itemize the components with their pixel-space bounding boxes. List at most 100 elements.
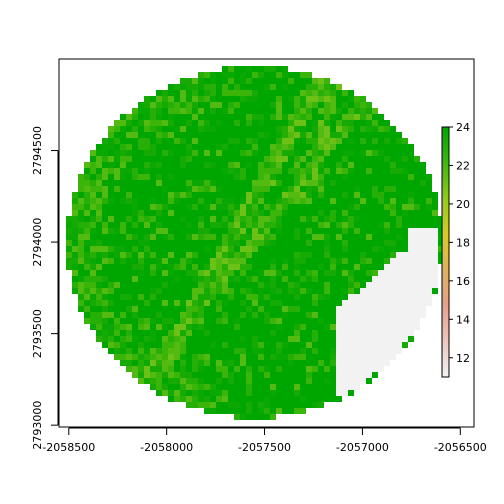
raster-cell (216, 384, 222, 390)
raster-cell (330, 288, 336, 294)
raster-cell (282, 186, 288, 192)
raster-cell (306, 360, 312, 366)
raster-cell (138, 198, 144, 204)
raster-cell (216, 402, 222, 408)
raster-cell (132, 276, 138, 282)
raster-cell (180, 342, 186, 348)
raster-cell (360, 210, 366, 216)
raster-cell (126, 198, 132, 204)
raster-cell (300, 150, 306, 156)
raster-cell (168, 306, 174, 312)
raster-cell (78, 270, 84, 276)
raster-cell (336, 342, 342, 348)
raster-cell (372, 114, 378, 120)
raster-cell (342, 162, 348, 168)
raster-cell (78, 192, 84, 198)
raster-cell (384, 246, 390, 252)
raster-cell (192, 198, 198, 204)
raster-cell (186, 258, 192, 264)
raster-cell (168, 102, 174, 108)
raster-cell (396, 246, 402, 252)
raster-cell (402, 156, 408, 162)
raster-cell (150, 168, 156, 174)
raster-cell (132, 348, 138, 354)
raster-cell (354, 300, 360, 306)
raster-cell (120, 156, 126, 162)
raster-cell (312, 390, 318, 396)
raster-cell (384, 324, 390, 330)
raster-cell (210, 348, 216, 354)
raster-cell (204, 390, 210, 396)
raster-cell (210, 120, 216, 126)
raster-cell (342, 192, 348, 198)
raster-cell (426, 264, 432, 270)
raster-cell (162, 204, 168, 210)
raster-cell (216, 312, 222, 318)
raster-cell (108, 252, 114, 258)
raster-cell (240, 228, 246, 234)
raster-cell (192, 330, 198, 336)
raster-cell (294, 390, 300, 396)
raster-cell (426, 294, 432, 300)
raster-cell (288, 90, 294, 96)
raster-cell (204, 258, 210, 264)
raster-cell (132, 258, 138, 264)
raster-cell (144, 108, 150, 114)
raster-cell (102, 144, 108, 150)
raster-cell (372, 120, 378, 126)
raster-cell (120, 120, 126, 126)
raster-cell (408, 282, 414, 288)
raster-cell (246, 192, 252, 198)
raster-cell (396, 144, 402, 150)
raster-cell (198, 342, 204, 348)
raster-cell (204, 276, 210, 282)
raster-cell (156, 210, 162, 216)
raster-cell (276, 288, 282, 294)
raster-cell (258, 174, 264, 180)
raster-cell (282, 96, 288, 102)
raster-cell (438, 234, 444, 240)
raster-cell (390, 264, 396, 270)
raster-cell (102, 192, 108, 198)
raster-cell (204, 300, 210, 306)
raster-cell (222, 252, 228, 258)
raster-cell (336, 144, 342, 150)
raster-cell (162, 96, 168, 102)
raster-cell (210, 114, 216, 120)
raster-cell (132, 114, 138, 120)
raster-cell (150, 96, 156, 102)
raster-cell (96, 276, 102, 282)
raster-cell (354, 330, 360, 336)
raster-cell (198, 192, 204, 198)
raster-cell (120, 186, 126, 192)
raster-cell (276, 390, 282, 396)
raster-cell (306, 168, 312, 174)
raster-cell (186, 150, 192, 156)
raster-cell (288, 180, 294, 186)
raster-cell (240, 222, 246, 228)
raster-cell (336, 354, 342, 360)
raster-cell (324, 228, 330, 234)
raster-cell (384, 258, 390, 264)
raster-cell (186, 204, 192, 210)
raster-cell (210, 240, 216, 246)
raster-cell (108, 282, 114, 288)
raster-cell (102, 288, 108, 294)
raster-cell (312, 138, 318, 144)
raster-cell (240, 402, 246, 408)
raster-cell (276, 90, 282, 96)
raster-cell (156, 282, 162, 288)
raster-cell (246, 204, 252, 210)
raster-cell (300, 168, 306, 174)
raster-cell (414, 258, 420, 264)
raster-cell (96, 174, 102, 180)
raster-cell (264, 198, 270, 204)
raster-cell (198, 300, 204, 306)
raster-cell (114, 240, 120, 246)
raster-cell (174, 276, 180, 282)
raster-cell (294, 396, 300, 402)
raster-cell (234, 378, 240, 384)
raster-cell (300, 294, 306, 300)
raster-cell (258, 216, 264, 222)
raster-cell (312, 294, 318, 300)
